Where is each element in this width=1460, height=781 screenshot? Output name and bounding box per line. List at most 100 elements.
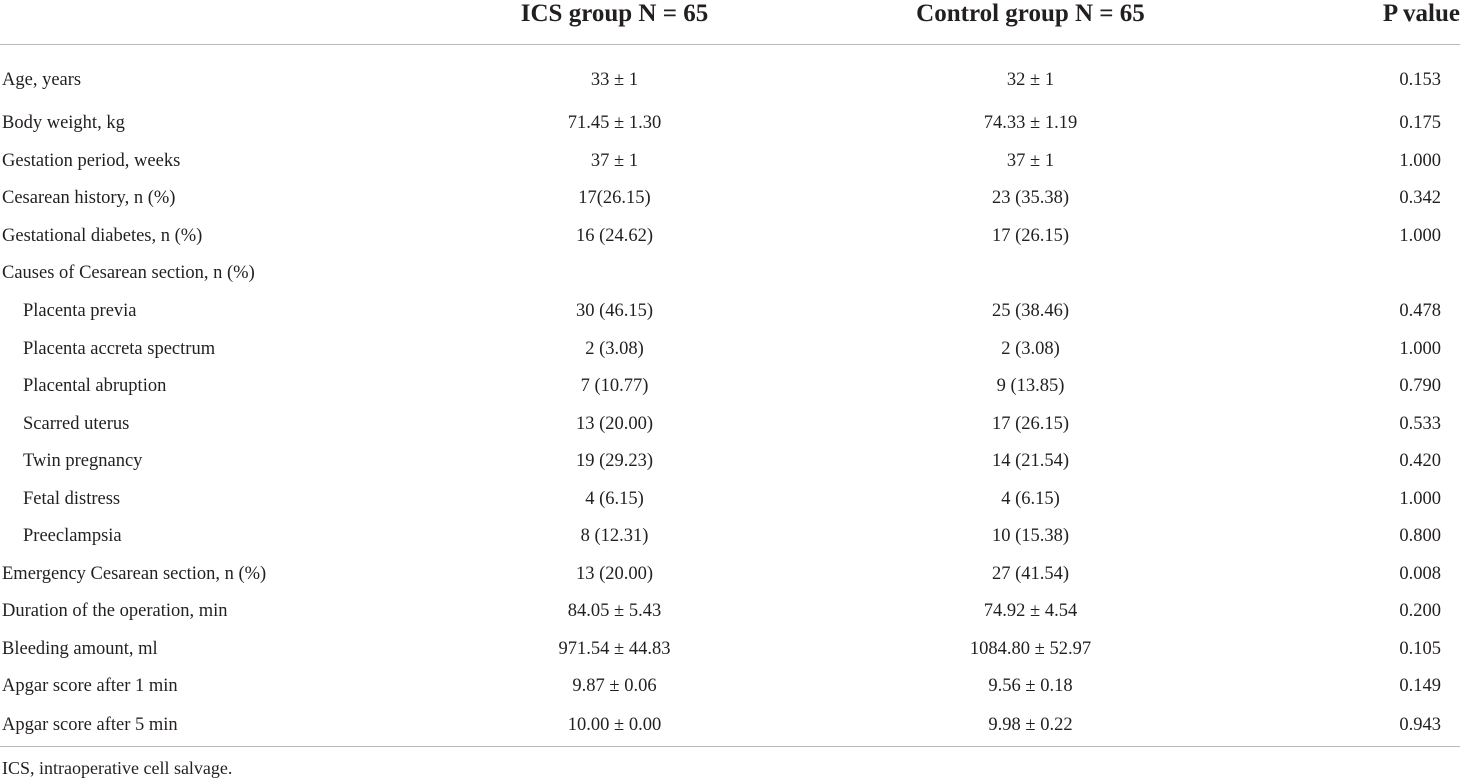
p-value-cell: 0.153	[1399, 70, 1441, 91]
p-value-cell: 0.420	[1399, 451, 1441, 472]
p-value-cell: 0.790	[1399, 376, 1441, 397]
table-row: Causes of Cesarean section, n (%)	[0, 255, 1460, 293]
p-value-cell: 0.200	[1399, 601, 1441, 622]
control-group-value: 74.92 ± 4.54	[983, 601, 1078, 622]
ics-group-value: 4 (6.15)	[585, 488, 644, 509]
ics-group-cell: 17(26.15)	[455, 180, 840, 218]
row-label: Apgar score after 5 min	[2, 715, 178, 736]
row-label: Gestational diabetes, n (%)	[2, 225, 203, 246]
control-group-cell: 9.98 ± 0.22	[840, 705, 1255, 745]
control-group-value: 9.98 ± 0.22	[988, 715, 1073, 736]
ics-group-cell: 33 ± 1	[455, 45, 840, 105]
header-control-group-text: Control group N = 65	[916, 0, 1145, 27]
ics-group-value: 16 (24.62)	[575, 225, 654, 246]
control-group-cell: 17 (26.15)	[840, 217, 1255, 255]
table-row: Twin pregnancy 19 (29.23) 14 (21.54) 0.420	[0, 442, 1460, 480]
ics-group-value: 30 (46.15)	[575, 301, 654, 321]
ics-group-cell: 30 (46.15)	[455, 292, 840, 330]
control-group-value: 74.33 ± 1.19	[983, 113, 1078, 134]
table-row: Scarred uterus 13 (20.00) 17 (26.15) 0.533	[0, 405, 1460, 443]
table-bottom-rule	[0, 746, 1460, 747]
row-label: Cesarean history, n (%)	[2, 188, 176, 209]
control-group-value: 25 (38.46)	[991, 301, 1070, 321]
ics-group-value: 971.54 ± 44.83	[558, 638, 671, 659]
control-group-cell: 27 (41.54)	[840, 555, 1255, 593]
ics-group-value: 7 (10.77)	[580, 376, 649, 397]
p-value-cell: 0.342	[1399, 188, 1441, 209]
p-value-cell: 0.149	[1399, 676, 1441, 697]
table-row: Placenta previa 30 (46.15) 25 (38.46) 0.478	[0, 292, 1460, 330]
header-ics-group-text: ICS group N = 65	[520, 0, 709, 27]
table-row: Bleeding amount, ml 971.54 ± 44.83 1084.80…	[0, 630, 1460, 668]
row-label: Duration of the operation, min	[2, 601, 228, 622]
header-ics-group: ICS group N = 65	[455, 0, 840, 45]
row-label: Bleeding amount, ml	[2, 638, 158, 659]
ics-group-cell: 9.87 ± 0.06	[455, 668, 840, 706]
control-group-value: 37 ± 1	[1006, 150, 1055, 171]
data-table: ICS group N = 65 Control group N = 65 P …	[0, 0, 1460, 746]
ics-group-cell: 8 (12.31)	[455, 518, 840, 556]
table-row: Cesarean history, n (%) 17(26.15) 23 (35.3…	[0, 180, 1460, 218]
row-label: Placenta accreta spectrum	[23, 338, 216, 359]
ics-group-cell: 84.05 ± 5.43	[455, 593, 840, 631]
row-label: Causes of Cesarean section, n (%)	[2, 263, 255, 284]
header-label-column	[0, 0, 455, 45]
control-group-value: 2 (3.08)	[1001, 338, 1060, 359]
control-group-cell: 10 (15.38)	[840, 518, 1255, 556]
control-group-value: 9 (13.85)	[996, 376, 1065, 397]
control-group-value: 17 (26.15)	[991, 413, 1070, 434]
ics-group-value: 71.45 ± 1.30	[567, 113, 662, 134]
table-row: Apgar score after 5 min 10.00 ± 0.00 9.98 …	[0, 705, 1460, 745]
control-group-cell: 25 (38.46)	[840, 292, 1255, 330]
ics-group-value: 37 ± 1	[590, 150, 639, 171]
control-group-value: 23 (35.38)	[991, 188, 1070, 209]
control-group-cell: 2 (3.08)	[840, 330, 1255, 368]
table-row: Gestational diabetes, n (%) 16 (24.62) 17 …	[0, 217, 1460, 255]
header-p-value: P value	[1255, 0, 1460, 45]
ics-group-value: 17(26.15)	[578, 188, 651, 209]
control-group-cell: 9.56 ± 0.18	[840, 668, 1255, 706]
header-row: ICS group N = 65 Control group N = 65 P …	[0, 0, 1460, 45]
p-value-cell	[1255, 255, 1460, 293]
row-label: Fetal distress	[23, 488, 121, 509]
row-label: Gestation period, weeks	[2, 150, 181, 171]
control-group-cell: 37 ± 1	[840, 142, 1255, 180]
ics-group-value: 2 (3.08)	[585, 338, 644, 359]
control-group-cell	[840, 255, 1255, 293]
table-row: Preeclampsia 8 (12.31) 10 (15.38) 0.800	[0, 518, 1460, 556]
control-group-cell: 14 (21.54)	[840, 442, 1255, 480]
ics-group-value: 13 (20.00)	[575, 413, 654, 434]
ics-group-value: 33 ± 1	[590, 70, 639, 91]
p-value-cell: 1.000	[1399, 225, 1441, 246]
table-body: Age, years 33 ± 1 32 ± 1 0.153 Body weight, …	[0, 45, 1460, 746]
row-label: Emergency Cesarean section, n (%)	[2, 563, 267, 584]
table-row: Placental abruption 7 (10.77) 9 (13.85) 0.7…	[0, 367, 1460, 405]
control-group-cell: 17 (26.15)	[840, 405, 1255, 443]
row-label: Scarred uterus	[23, 413, 130, 434]
control-group-value: 32 ± 1	[1006, 70, 1055, 91]
control-group-value: 1084.80 ± 52.97	[969, 638, 1092, 659]
header-control-group: Control group N = 65	[840, 0, 1255, 45]
ics-group-cell: 971.54 ± 44.83	[455, 630, 840, 668]
control-group-value: 9.56 ± 0.18	[988, 676, 1073, 697]
p-value-cell: 0.175	[1399, 113, 1441, 134]
ics-group-value: 84.05 ± 5.43	[567, 601, 662, 622]
control-group-value: 14 (21.54)	[991, 451, 1070, 472]
ics-group-cell: 13 (20.00)	[455, 555, 840, 593]
ics-group-value: 8 (12.31)	[580, 526, 649, 547]
table-footnote: ICS, intraoperative cell salvage.	[2, 758, 233, 778]
p-value-cell: 0.478	[1399, 301, 1441, 321]
ics-group-cell: 7 (10.77)	[455, 367, 840, 405]
data-table-container: ICS group N = 65 Control group N = 65 P …	[0, 0, 1460, 746]
control-group-cell: 23 (35.38)	[840, 180, 1255, 218]
table-header: ICS group N = 65 Control group N = 65 P …	[0, 0, 1460, 45]
p-value-cell: 0.943	[1399, 715, 1441, 736]
control-group-value: 17 (26.15)	[991, 225, 1070, 246]
ics-group-cell: 19 (29.23)	[455, 442, 840, 480]
ics-group-cell: 16 (24.62)	[455, 217, 840, 255]
control-group-value: 27 (41.54)	[991, 563, 1070, 584]
ics-group-value: 10.00 ± 0.00	[567, 715, 662, 736]
table-row: Duration of the operation, min 84.05 ± 5.…	[0, 593, 1460, 631]
ics-group-cell: 13 (20.00)	[455, 405, 840, 443]
ics-group-cell: 37 ± 1	[455, 142, 840, 180]
